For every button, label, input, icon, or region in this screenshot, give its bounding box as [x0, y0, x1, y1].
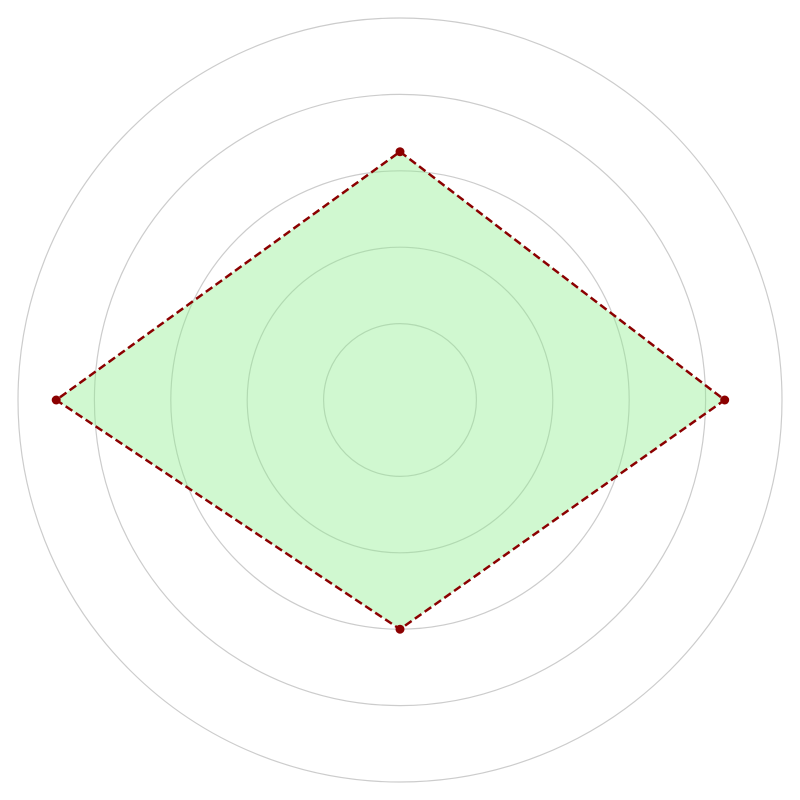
series-layer	[51, 147, 730, 634]
grid-ring-1	[323, 323, 478, 478]
data-point-3	[395, 624, 405, 634]
grid-ring-2	[246, 246, 554, 554]
data-point-2	[720, 395, 730, 405]
grid-ring-5	[17, 17, 783, 783]
data-point-1	[395, 147, 405, 157]
grid-ring-4	[93, 93, 707, 707]
series-area-1	[56, 151, 725, 630]
grid-rings	[17, 17, 783, 783]
data-point-4	[51, 395, 61, 405]
